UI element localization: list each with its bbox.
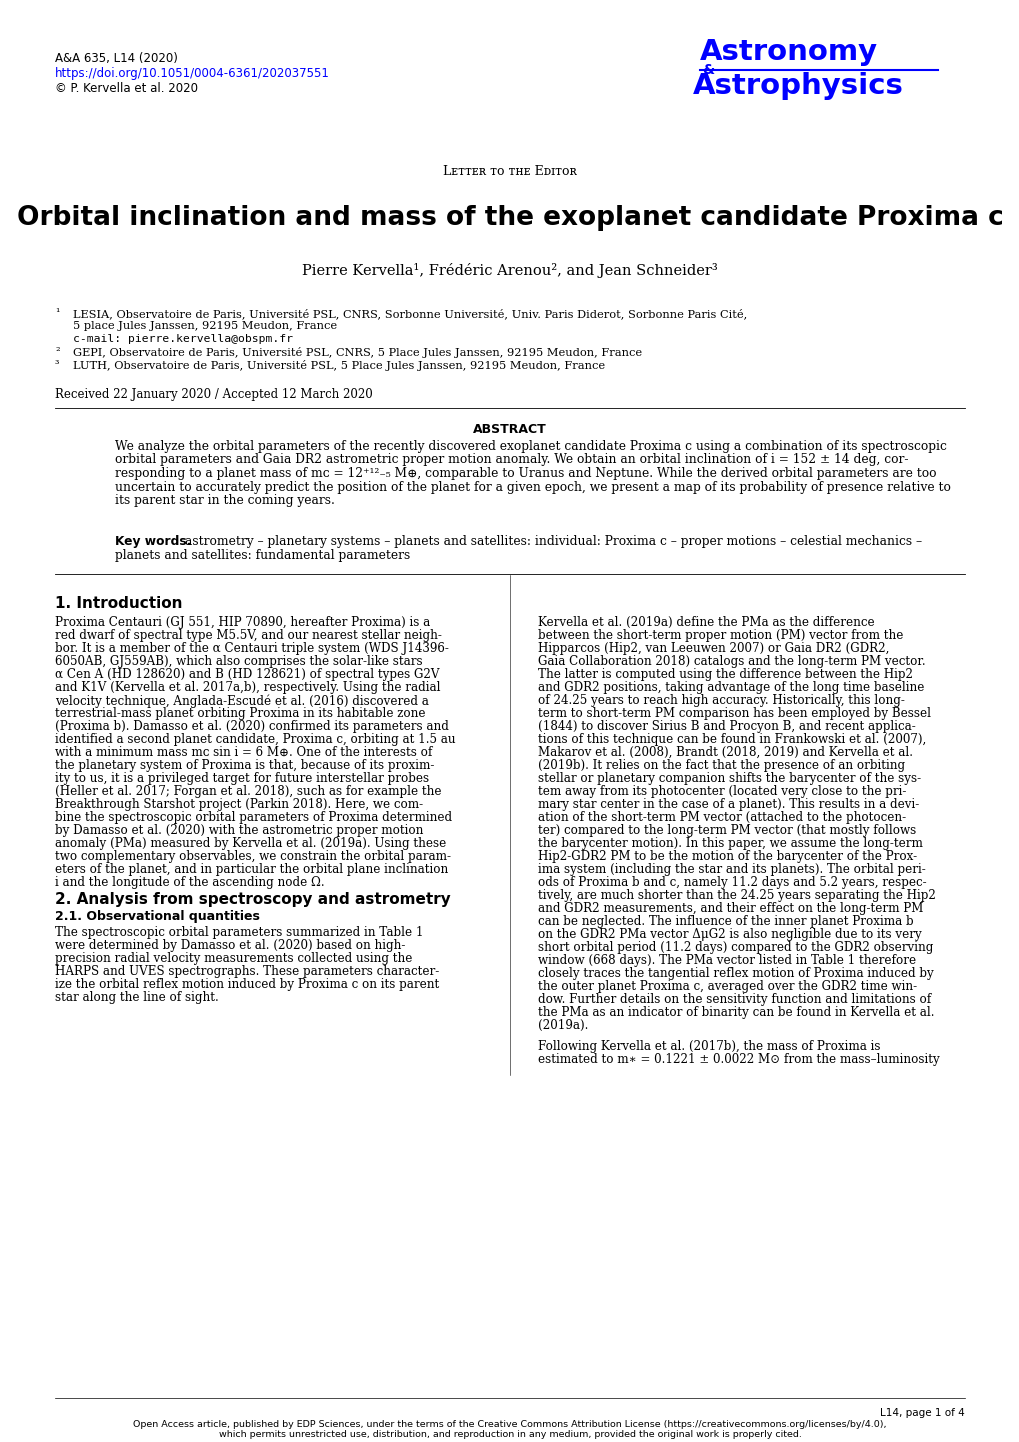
Text: α Cen A (HD 128620) and B (HD 128621) of spectral types G2V: α Cen A (HD 128620) and B (HD 128621) of… bbox=[55, 668, 439, 681]
Text: planets and satellites: fundamental parameters: planets and satellites: fundamental para… bbox=[115, 549, 410, 562]
Text: https://doi.org/10.1051/0004-6361/202037551: https://doi.org/10.1051/0004-6361/202037… bbox=[55, 66, 329, 79]
Text: the PMa as an indicator of binarity can be found in Kervella et al.: the PMa as an indicator of binarity can … bbox=[537, 1007, 933, 1019]
Text: 2. Analysis from spectroscopy and astrometry: 2. Analysis from spectroscopy and astrom… bbox=[55, 893, 450, 907]
Text: orbital parameters and Gaia DR2 astrometric proper motion anomaly. We obtain an : orbital parameters and Gaia DR2 astromet… bbox=[115, 453, 908, 467]
Text: Pierre Kervella¹, Frédéric Arenou², and Jean Schneider³: Pierre Kervella¹, Frédéric Arenou², and … bbox=[302, 262, 717, 278]
Text: (2019b). It relies on the fact that the presence of an orbiting: (2019b). It relies on the fact that the … bbox=[537, 758, 904, 771]
Text: LESIA, Observatoire de Paris, Université PSL, CNRS, Sorbonne Université, Univ. P: LESIA, Observatoire de Paris, Université… bbox=[73, 309, 747, 319]
Text: 6050AB, GJ559AB), which also comprises the solar-like stars: 6050AB, GJ559AB), which also comprises t… bbox=[55, 655, 422, 668]
Text: term to short-term PM comparison has been employed by Bessel: term to short-term PM comparison has bee… bbox=[537, 707, 930, 720]
Text: We analyze the orbital parameters of the recently discovered exoplanet candidate: We analyze the orbital parameters of the… bbox=[115, 440, 946, 453]
Text: mary star center in the case of a planet). This results in a devi-: mary star center in the case of a planet… bbox=[537, 797, 918, 810]
Text: ¹: ¹ bbox=[55, 309, 59, 319]
Text: &: & bbox=[701, 63, 713, 76]
Text: velocity technique, Anglada-Escudé et al. (2016) discovered a: velocity technique, Anglada-Escudé et al… bbox=[55, 694, 428, 708]
Text: ter) compared to the long-term PM vector (that mostly follows: ter) compared to the long-term PM vector… bbox=[537, 823, 915, 836]
Text: and K1V (Kervella et al. 2017a,b), respectively. Using the radial: and K1V (Kervella et al. 2017a,b), respe… bbox=[55, 681, 440, 694]
Text: bine the spectroscopic orbital parameters of Proxima determined: bine the spectroscopic orbital parameter… bbox=[55, 810, 451, 823]
Text: The spectroscopic orbital parameters summarized in Table 1: The spectroscopic orbital parameters sum… bbox=[55, 926, 423, 939]
Text: short orbital period (11.2 days) compared to the GDR2 observing: short orbital period (11.2 days) compare… bbox=[537, 942, 932, 955]
Text: © P. Kervella et al. 2020: © P. Kervella et al. 2020 bbox=[55, 82, 198, 95]
Text: Hipparcos (Hip2, van Leeuwen 2007) or Gaia DR2 (GDR2,: Hipparcos (Hip2, van Leeuwen 2007) or Ga… bbox=[537, 642, 889, 655]
Text: GEPI, Observatoire de Paris, Université PSL, CNRS, 5 Place Jules Janssen, 92195 : GEPI, Observatoire de Paris, Université … bbox=[73, 348, 642, 358]
Text: window (668 days). The PMa vector listed in Table 1 therefore: window (668 days). The PMa vector listed… bbox=[537, 955, 915, 968]
Text: identified a second planet candidate, Proxima c, orbiting at 1.5 au: identified a second planet candidate, Pr… bbox=[55, 733, 455, 746]
Text: ABSTRACT: ABSTRACT bbox=[473, 423, 546, 435]
Text: the planetary system of Proxima is that, because of its proxim-: the planetary system of Proxima is that,… bbox=[55, 758, 434, 771]
Text: ³: ³ bbox=[55, 360, 59, 371]
Text: Key words.: Key words. bbox=[115, 535, 192, 548]
Text: of 24.25 years to reach high accuracy. Historically, this long-: of 24.25 years to reach high accuracy. H… bbox=[537, 694, 904, 707]
Text: ation of the short-term PM vector (attached to the photocen-: ation of the short-term PM vector (attac… bbox=[537, 810, 905, 823]
Text: ize the orbital reflex motion induced by Proxima c on its parent: ize the orbital reflex motion induced by… bbox=[55, 978, 439, 991]
Text: bor. It is a member of the α Centauri triple system (WDS J14396-: bor. It is a member of the α Centauri tr… bbox=[55, 642, 448, 655]
Text: Hip2-GDR2 PM to be the motion of the barycenter of the Prox-: Hip2-GDR2 PM to be the motion of the bar… bbox=[537, 849, 916, 862]
Text: its parent star in the coming years.: its parent star in the coming years. bbox=[115, 495, 334, 508]
Text: responding to a planet mass of mᴄ = 12⁺¹²₋₅ M⊕, comparable to Uranus and Neptune: responding to a planet mass of mᴄ = 12⁺¹… bbox=[115, 467, 935, 480]
Text: Astronomy: Astronomy bbox=[699, 37, 877, 66]
Text: red dwarf of spectral type M5.5V, and our nearest stellar neigh-: red dwarf of spectral type M5.5V, and ou… bbox=[55, 629, 441, 642]
Text: ²: ² bbox=[55, 348, 59, 358]
Text: (2019a).: (2019a). bbox=[537, 1019, 588, 1032]
Text: between the short-term proper motion (PM) vector from the: between the short-term proper motion (PM… bbox=[537, 629, 903, 642]
Text: Breakthrough Starshot project (Parkin 2018). Here, we com-: Breakthrough Starshot project (Parkin 20… bbox=[55, 797, 423, 810]
Text: which permits unrestricted use, distribution, and reproduction in any medium, pr: which permits unrestricted use, distribu… bbox=[218, 1430, 801, 1439]
Text: closely traces the tangential reflex motion of Proxima induced by: closely traces the tangential reflex mot… bbox=[537, 968, 932, 981]
Text: Lᴇᴛᴛᴇʀ ᴛᴏ ᴛʜᴇ Eᴅɪᴛᴏʀ: Lᴇᴛᴛᴇʀ ᴛᴏ ᴛʜᴇ Eᴅɪᴛᴏʀ bbox=[442, 164, 577, 177]
Text: star along the line of sight.: star along the line of sight. bbox=[55, 991, 218, 1004]
Text: c-mail: pierre.kervella@obspm.fr: c-mail: pierre.kervella@obspm.fr bbox=[73, 335, 292, 345]
Text: estimated to m∗ = 0.1221 ± 0.0022 M⊙ from the mass–luminosity: estimated to m∗ = 0.1221 ± 0.0022 M⊙ fro… bbox=[537, 1053, 938, 1066]
Text: ity to us, it is a privileged target for future interstellar probes: ity to us, it is a privileged target for… bbox=[55, 771, 429, 784]
Text: L14, page 1 of 4: L14, page 1 of 4 bbox=[879, 1407, 964, 1417]
Text: Orbital inclination and mass of the exoplanet candidate Proxima c: Orbital inclination and mass of the exop… bbox=[16, 205, 1003, 231]
Text: the barycenter motion). In this paper, we assume the long-term: the barycenter motion). In this paper, w… bbox=[537, 836, 922, 849]
Text: tions of this technique can be found in Frankowski et al. (2007),: tions of this technique can be found in … bbox=[537, 733, 925, 746]
Text: The latter is computed using the difference between the Hip2: The latter is computed using the differe… bbox=[537, 668, 912, 681]
Text: LUTH, Observatoire de Paris, Université PSL, 5 Place Jules Janssen, 92195 Meudon: LUTH, Observatoire de Paris, Université … bbox=[73, 360, 604, 371]
Text: the outer planet Proxima c, averaged over the GDR2 time win-: the outer planet Proxima c, averaged ove… bbox=[537, 981, 916, 994]
Text: stellar or planetary companion shifts the barycenter of the sys-: stellar or planetary companion shifts th… bbox=[537, 771, 920, 784]
Text: 1. Introduction: 1. Introduction bbox=[55, 596, 182, 611]
Text: anomaly (PMa) measured by Kervella et al. (2019a). Using these: anomaly (PMa) measured by Kervella et al… bbox=[55, 836, 446, 849]
Text: dow. Further details on the sensitivity function and limitations of: dow. Further details on the sensitivity … bbox=[537, 994, 930, 1007]
Text: were determined by Damasso et al. (2020) based on high-: were determined by Damasso et al. (2020)… bbox=[55, 939, 405, 952]
Text: Received 22 January 2020 / Accepted 12 March 2020: Received 22 January 2020 / Accepted 12 M… bbox=[55, 388, 372, 401]
Text: A&A 635, L14 (2020): A&A 635, L14 (2020) bbox=[55, 52, 177, 65]
Text: can be neglected. The influence of the inner planet Proxima b: can be neglected. The influence of the i… bbox=[537, 916, 913, 929]
Text: tem away from its photocenter (located very close to the pri-: tem away from its photocenter (located v… bbox=[537, 784, 906, 797]
Text: Makarov et al. (2008), Brandt (2018, 2019) and Kervella et al.: Makarov et al. (2008), Brandt (2018, 201… bbox=[537, 746, 912, 758]
Text: Proxima Centauri (GJ 551, HIP 70890, hereafter Proxima) is a: Proxima Centauri (GJ 551, HIP 70890, her… bbox=[55, 616, 430, 629]
Text: two complementary observables, we constrain the orbital param-: two complementary observables, we constr… bbox=[55, 849, 450, 862]
Text: Gaia Collaboration 2018) catalogs and the long-term PM vector.: Gaia Collaboration 2018) catalogs and th… bbox=[537, 655, 924, 668]
Text: uncertain to accurately predict the position of the planet for a given epoch, we: uncertain to accurately predict the posi… bbox=[115, 480, 950, 493]
Text: and GDR2 positions, taking advantage of the long time baseline: and GDR2 positions, taking advantage of … bbox=[537, 681, 923, 694]
Text: (1844) to discover Sirius B and Procyon B, and recent applica-: (1844) to discover Sirius B and Procyon … bbox=[537, 720, 915, 733]
Text: 5 place Jules Janssen, 92195 Meudon, France: 5 place Jules Janssen, 92195 Meudon, Fra… bbox=[73, 322, 337, 332]
Text: tively, are much shorter than the 24.25 years separating the Hip2: tively, are much shorter than the 24.25 … bbox=[537, 890, 935, 903]
Text: terrestrial-mass planet orbiting Proxima in its habitable zone: terrestrial-mass planet orbiting Proxima… bbox=[55, 707, 425, 720]
Text: Astrophysics: Astrophysics bbox=[692, 72, 903, 99]
Text: ods of Proxima b and c, namely 11.2 days and 5.2 years, respec-: ods of Proxima b and c, namely 11.2 days… bbox=[537, 875, 925, 890]
Text: (Heller et al. 2017; Forgan et al. 2018), such as for example the: (Heller et al. 2017; Forgan et al. 2018)… bbox=[55, 784, 441, 797]
Text: on the GDR2 PMa vector ΔμG2 is also negligible due to its very: on the GDR2 PMa vector ΔμG2 is also negl… bbox=[537, 929, 921, 942]
Text: Following Kervella et al. (2017b), the mass of Proxima is: Following Kervella et al. (2017b), the m… bbox=[537, 1040, 879, 1053]
Text: astrometry – planetary systems – planets and satellites: individual: Proxima c –: astrometry – planetary systems – planets… bbox=[184, 535, 921, 548]
Text: and GDR2 measurements, and their effect on the long-term PM: and GDR2 measurements, and their effect … bbox=[537, 903, 922, 916]
Text: i and the longitude of the ascending node Ω.: i and the longitude of the ascending nod… bbox=[55, 875, 324, 890]
Text: HARPS and UVES spectrographs. These parameters character-: HARPS and UVES spectrographs. These para… bbox=[55, 965, 439, 978]
Text: eters of the planet, and in particular the orbital plane inclination: eters of the planet, and in particular t… bbox=[55, 862, 447, 875]
Text: 2.1. Observational quantities: 2.1. Observational quantities bbox=[55, 910, 260, 923]
Text: by Damasso et al. (2020) with the astrometric proper motion: by Damasso et al. (2020) with the astrom… bbox=[55, 823, 423, 836]
Text: precision radial velocity measurements collected using the: precision radial velocity measurements c… bbox=[55, 952, 412, 965]
Text: (Proxima b). Damasso et al. (2020) confirmed its parameters and: (Proxima b). Damasso et al. (2020) confi… bbox=[55, 720, 448, 733]
Text: Kervella et al. (2019a) define the PMa as the difference: Kervella et al. (2019a) define the PMa a… bbox=[537, 616, 873, 629]
Text: with a minimum mass mᴄ sin i = 6 M⊕. One of the interests of: with a minimum mass mᴄ sin i = 6 M⊕. One… bbox=[55, 746, 432, 758]
Text: Open Access article, published by EDP Sciences, under the terms of the Creative : Open Access article, published by EDP Sc… bbox=[133, 1420, 886, 1429]
Text: ima system (including the star and its planets). The orbital peri-: ima system (including the star and its p… bbox=[537, 862, 925, 875]
